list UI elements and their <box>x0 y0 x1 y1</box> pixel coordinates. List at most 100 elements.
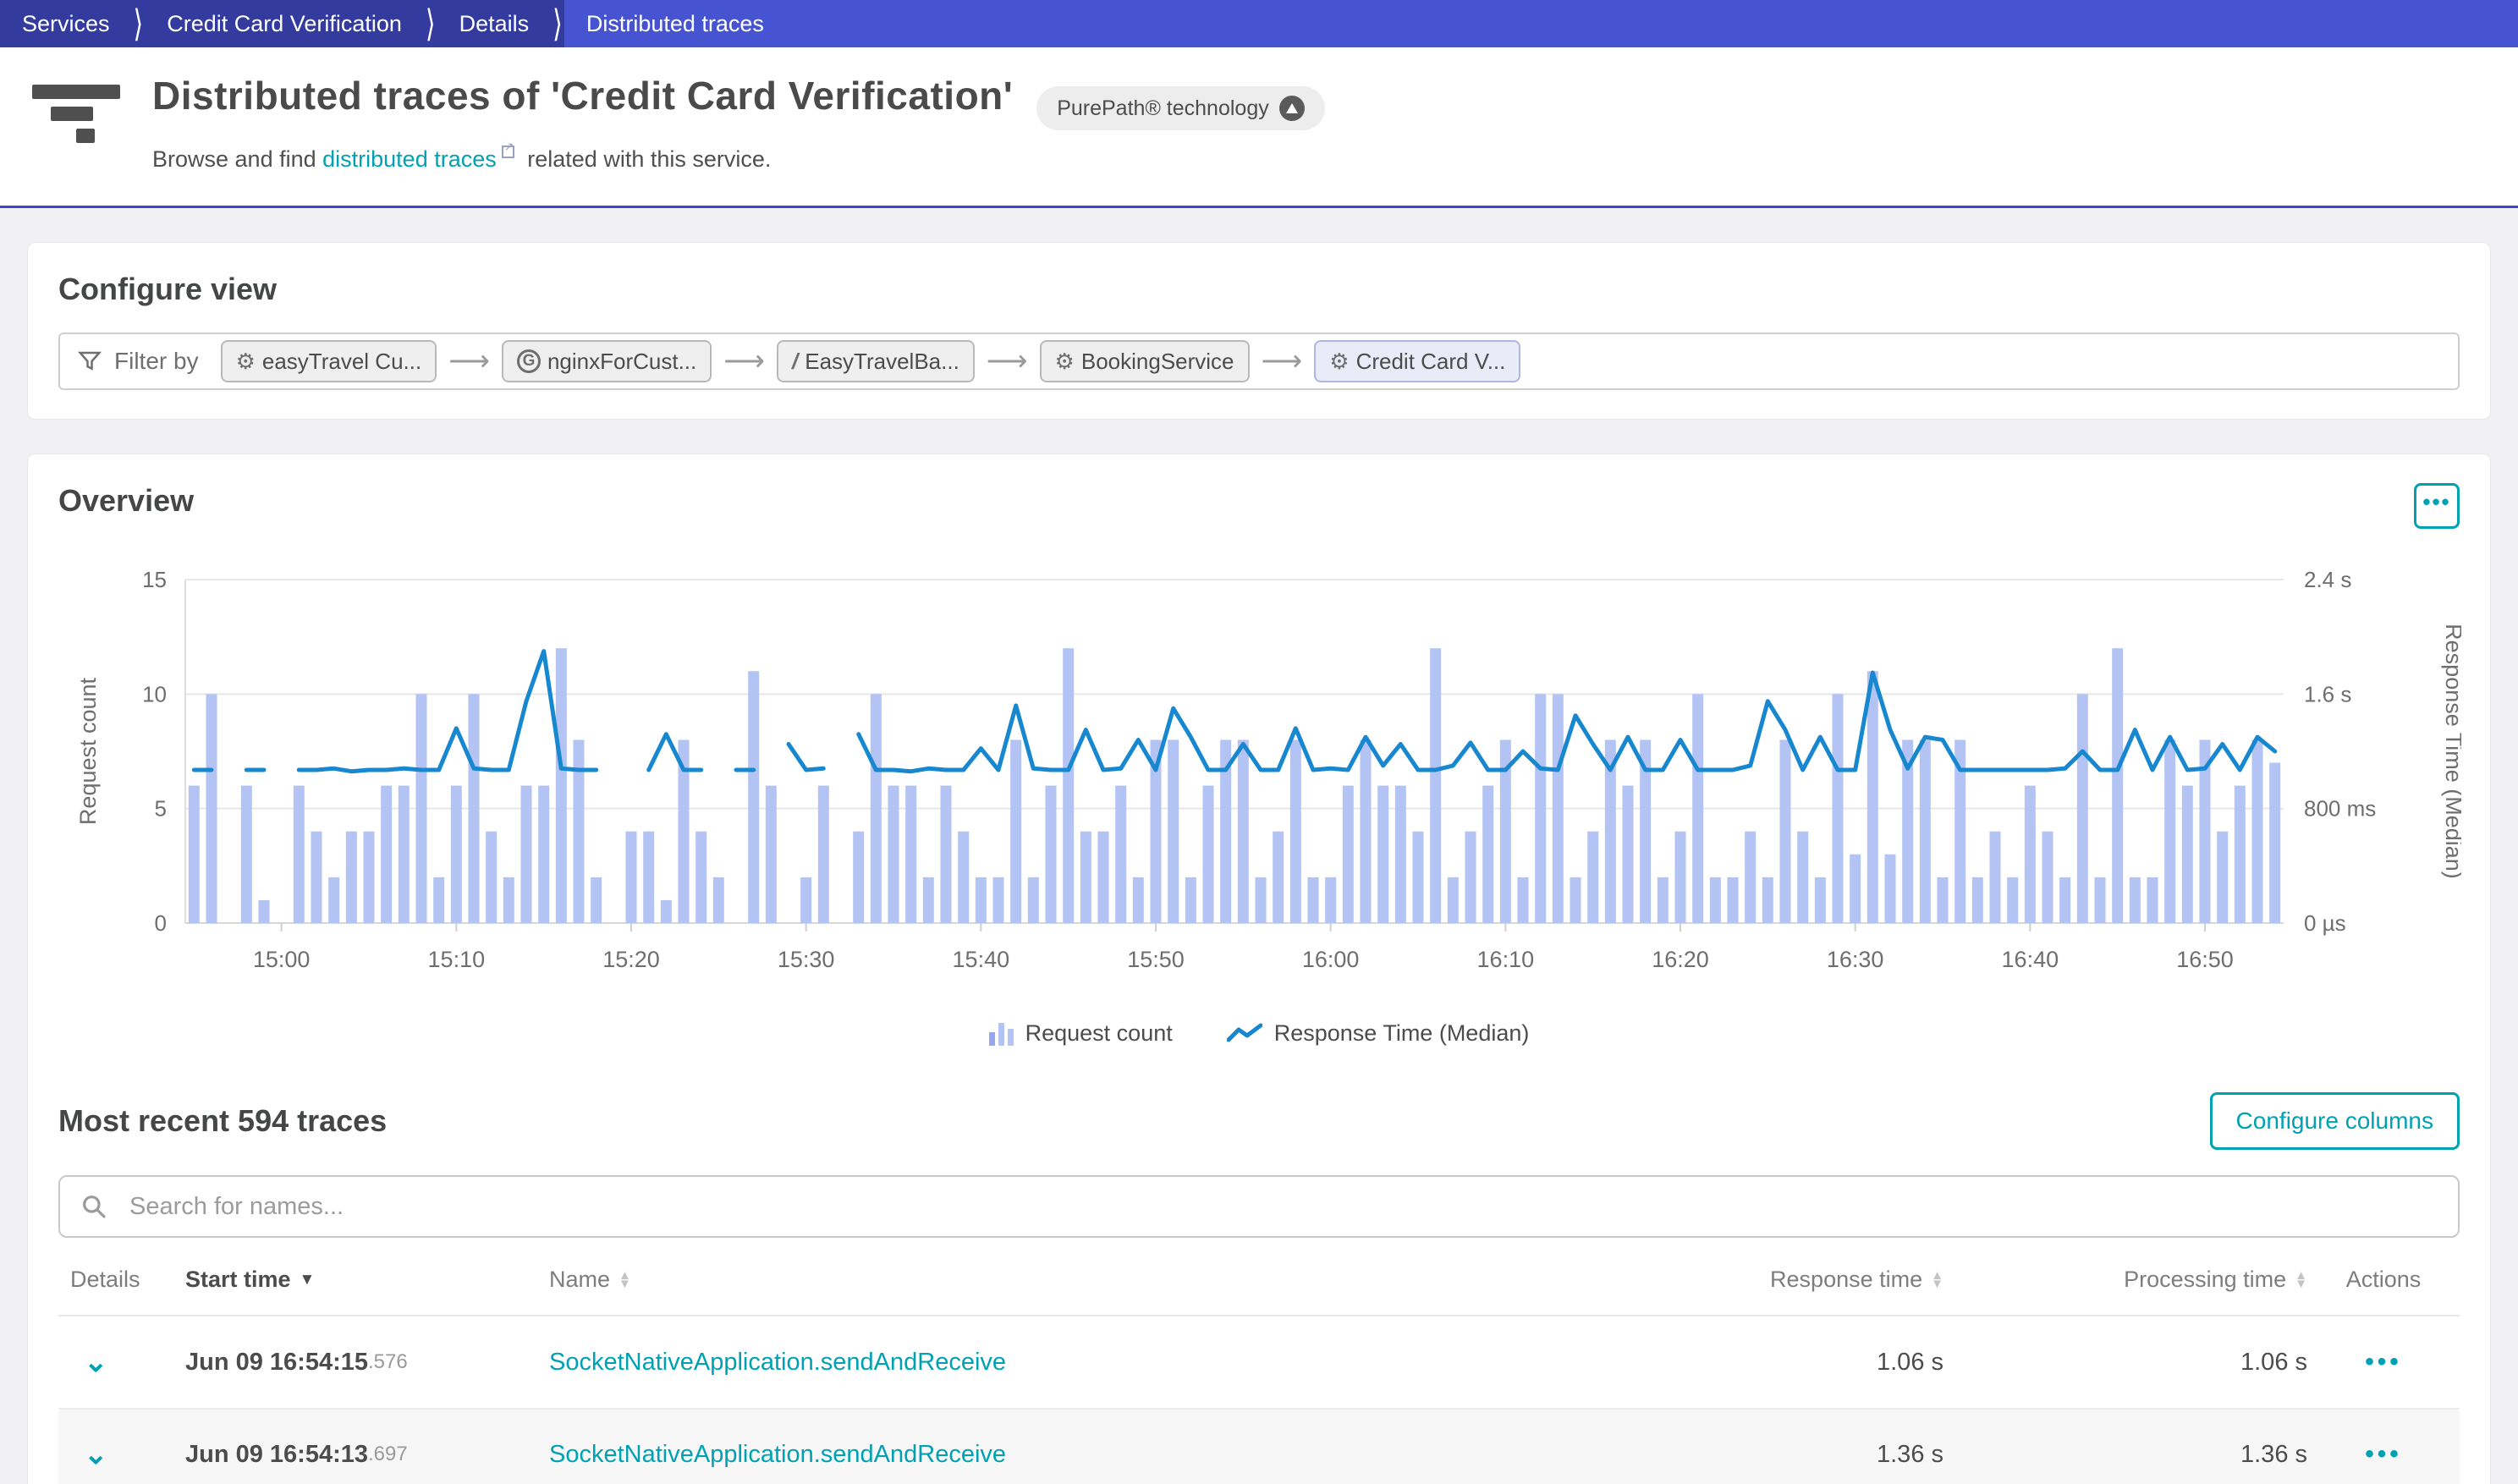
search-bar <box>58 1175 2460 1238</box>
arrow-right-icon: ⟶ <box>986 345 1028 377</box>
col-label: Start time <box>185 1267 291 1292</box>
filter-chip-bookingservice[interactable]: ⚙ BookingService <box>1039 340 1250 382</box>
response-time-cell: 1.06 s <box>1877 1348 1943 1376</box>
svg-text:15:50: 15:50 <box>1127 947 1185 972</box>
overview-card: Overview ••• 0 5 10 15 0 µs 800 ms 1.6 s 2.4 s R… <box>27 453 2491 1484</box>
col-label: Processing time <box>2124 1267 2287 1292</box>
breadcrumb-details[interactable]: Details <box>459 10 530 36</box>
trace-name-link[interactable]: SocketNativeApplication.sendAndReceive <box>549 1348 1007 1376</box>
table-row: ⌄ Jun 09 16:54:15.576 SocketNativeApplic… <box>58 1316 2460 1408</box>
configure-view-title: Configure view <box>58 272 278 306</box>
svg-text:0 µs: 0 µs <box>2304 910 2346 936</box>
page-subtitle: Browse and find distributed traces relat… <box>152 140 1325 173</box>
breadcrumb: Services ⟩ Credit Card Verification ⟩ De… <box>0 0 2518 47</box>
sort-desc-icon: ▼ <box>299 1270 316 1289</box>
page-header: Distributed traces of 'Credit Card Verif… <box>0 47 2518 208</box>
svg-text:15:30: 15:30 <box>778 947 835 972</box>
table-header-row: Details Start time ▼ Name ▲ ▼ Response ti… <box>58 1267 2460 1316</box>
svg-text:Response Time (Median): Response Time (Median) <box>2441 624 2461 879</box>
col-label: Response time <box>1770 1267 1923 1292</box>
col-header-response-time[interactable]: Response time ▲ ▼ <box>1580 1267 1943 1293</box>
expand-chevron-icon[interactable]: ⌄ <box>84 1346 108 1378</box>
sort-icon: ▲ ▼ <box>619 1268 631 1291</box>
start-time-cell: Jun 09 16:54:15.576 <box>185 1349 549 1377</box>
filter-chip-easytravel[interactable]: ⚙ easyTravel Cu... <box>220 340 437 382</box>
search-icon <box>83 1195 106 1218</box>
response-time-cell: 1.36 s <box>1877 1440 1943 1468</box>
svg-text:15:20: 15:20 <box>602 947 660 972</box>
svg-text:16:40: 16:40 <box>2002 947 2059 972</box>
svg-text:Request count: Request count <box>75 677 101 825</box>
subtitle-text: related with this service. <box>527 146 772 172</box>
start-time-ms: .576 <box>368 1350 408 1373</box>
expand-chevron-icon[interactable]: ⌄ <box>84 1438 108 1470</box>
line-icon <box>1226 1023 1262 1042</box>
arrow-right-icon: ⟶ <box>1261 345 1303 377</box>
gear-icon: ⚙ <box>235 349 256 374</box>
col-header-name[interactable]: Name ▲ ▼ <box>549 1267 1580 1293</box>
chevron-right-icon: ⟩ <box>553 3 563 44</box>
breadcrumb-service-name[interactable]: Credit Card Verification <box>167 10 402 36</box>
nginx-icon: G <box>516 349 541 373</box>
svg-text:16:20: 16:20 <box>1652 947 1709 972</box>
breadcrumb-group: Services ⟩ Credit Card Verification ⟩ De… <box>0 0 564 47</box>
svg-text:16:30: 16:30 <box>1827 947 1884 972</box>
svg-text:1.6 s: 1.6 s <box>2304 681 2351 706</box>
breadcrumb-services[interactable]: Services <box>22 10 110 36</box>
dynatrace-logo-icon <box>1278 96 1305 121</box>
start-time-ms: .697 <box>368 1443 408 1465</box>
legend-label: Request count <box>1025 1020 1173 1046</box>
row-actions-button[interactable]: ••• <box>2365 1440 2402 1468</box>
external-link-icon <box>501 140 514 158</box>
start-time: Jun 09 16:54:15 <box>185 1348 369 1376</box>
svg-text:5: 5 <box>155 796 167 822</box>
svg-text:15:00: 15:00 <box>253 947 311 972</box>
purepath-badge-label: PurePath® technology <box>1057 96 1269 120</box>
svg-text:15:10: 15:10 <box>428 947 486 972</box>
row-actions-button[interactable]: ••• <box>2365 1348 2402 1376</box>
col-header-actions: Actions <box>2345 1267 2422 1292</box>
start-time: Jun 09 16:54:13 <box>185 1440 369 1468</box>
overview-chart: 0 5 10 15 0 µs 800 ms 1.6 s 2.4 s Request count R… <box>58 559 2466 1047</box>
bars-icon <box>988 1022 1014 1046</box>
breadcrumb-distributed-traces[interactable]: Distributed traces <box>564 0 786 47</box>
slash-icon: / <box>792 349 799 374</box>
legend-response-time: Response Time (Median) <box>1226 1020 1530 1047</box>
configure-columns-button[interactable]: Configure columns <box>2209 1092 2460 1150</box>
table-row: ⌄ Jun 09 16:54:13.697 SocketNativeApplic… <box>58 1408 2460 1484</box>
processing-time-cell: 1.06 s <box>2240 1348 2307 1376</box>
start-time-cell: Jun 09 16:54:13.697 <box>185 1441 549 1469</box>
col-label: Name <box>549 1267 611 1292</box>
waterfall-trace-icon <box>32 73 132 151</box>
legend-label: Response Time (Median) <box>1273 1020 1530 1046</box>
svg-text:16:00: 16:00 <box>1302 947 1360 972</box>
col-header-start-time[interactable]: Start time ▼ <box>185 1267 549 1293</box>
trace-name-link[interactable]: SocketNativeApplication.sendAndReceive <box>549 1440 1007 1468</box>
service-gears-icon: ⚙ <box>1054 349 1075 374</box>
combo-chart: 0 5 10 15 0 µs 800 ms 1.6 s 2.4 s Request count R… <box>75 567 2466 972</box>
chart-legend: Request count Response Time (Median) <box>58 1020 2460 1047</box>
distributed-traces-link[interactable]: distributed traces <box>322 146 497 172</box>
filter-bar: Filter by ⚙ easyTravel Cu... ⟶ G nginxFo… <box>58 333 2460 390</box>
svg-text:16:50: 16:50 <box>2176 947 2234 972</box>
filter-chip-nginx[interactable]: G nginxForCust... <box>501 340 712 382</box>
chip-label: Credit Card V... <box>1355 348 1506 374</box>
svg-text:15:40: 15:40 <box>953 947 1010 972</box>
filter-chip-easytravelba[interactable]: / EasyTravelBa... <box>777 340 975 382</box>
svg-text:2.4 s: 2.4 s <box>2304 567 2351 592</box>
configure-view-card: Configure view Filter by ⚙ easyTravel Cu… <box>27 242 2491 420</box>
overview-menu-button[interactable]: ••• <box>2414 483 2460 529</box>
chip-label: EasyTravelBa... <box>805 348 959 374</box>
page-title: Distributed traces of 'Credit Card Verif… <box>152 74 1014 118</box>
most-recent-traces-title: Most recent 594 traces <box>58 1103 388 1138</box>
search-input[interactable] <box>129 1192 2438 1221</box>
legend-request-count: Request count <box>988 1020 1173 1047</box>
col-header-details: Details <box>70 1267 140 1292</box>
sort-icon: ▲ ▼ <box>2295 1268 2307 1291</box>
arrow-right-icon: ⟶ <box>723 345 766 377</box>
processing-time-cell: 1.36 s <box>2240 1440 2307 1468</box>
col-header-processing-time[interactable]: Processing time ▲ ▼ <box>1943 1267 2307 1293</box>
chevron-right-icon: ⟩ <box>425 3 436 44</box>
filter-chip-credit-card[interactable]: ⚙ Credit Card V... <box>1314 340 1521 382</box>
svg-text:800 ms: 800 ms <box>2304 796 2376 822</box>
